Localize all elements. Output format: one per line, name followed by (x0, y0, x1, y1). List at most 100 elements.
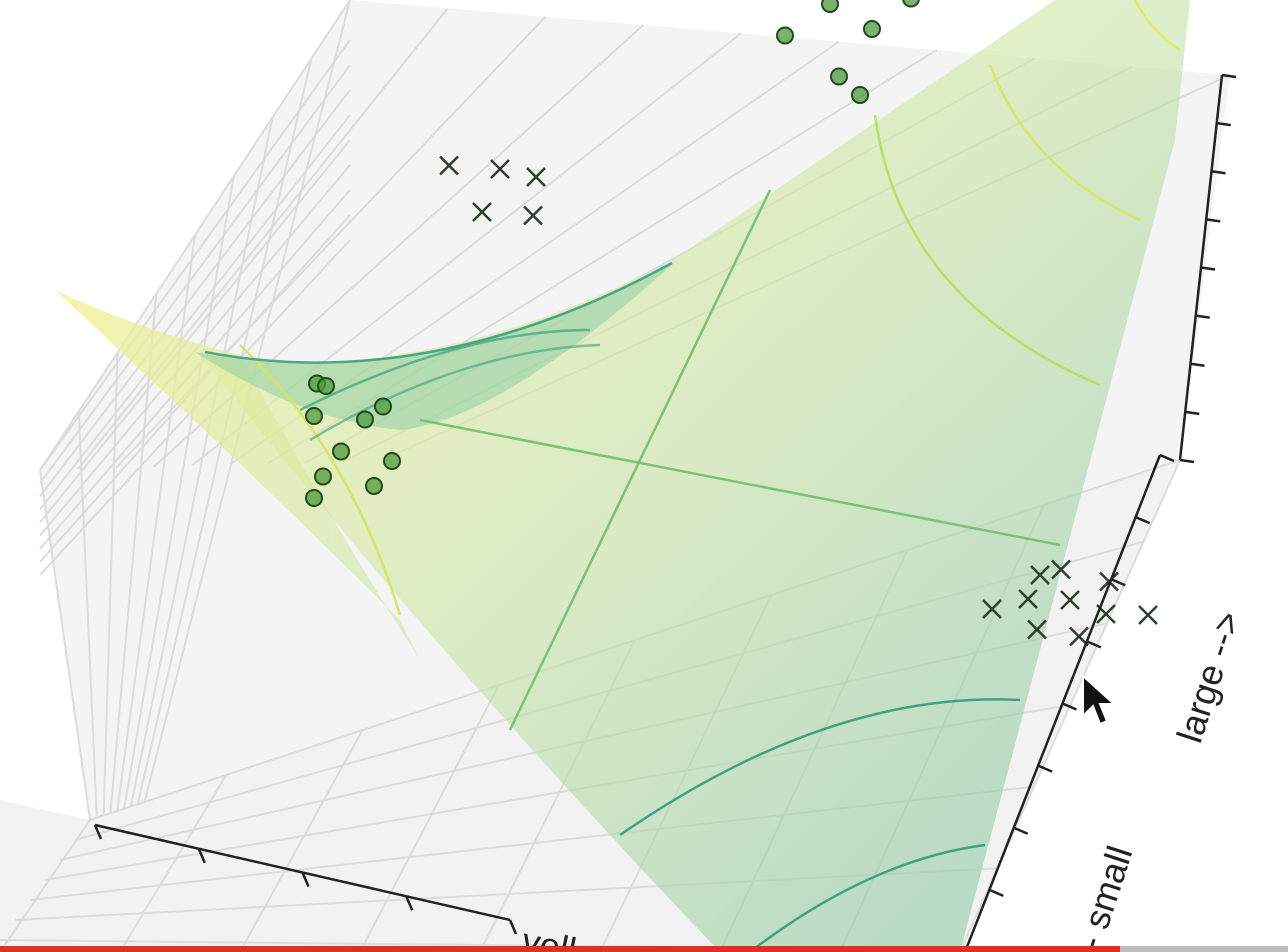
x-point (1030, 565, 1050, 585)
tick-mark (1211, 170, 1226, 175)
mouse-cursor-icon (1082, 673, 1117, 726)
tick-mark (508, 919, 518, 935)
circle-point (383, 452, 401, 470)
grid-line (119, 774, 228, 952)
circle-point (305, 489, 323, 507)
surface-contours (204, 0, 1181, 952)
contour-line (239, 344, 402, 616)
video-progress-track[interactable] (0, 946, 1288, 952)
tick-mark (1221, 73, 1237, 79)
tick-mark (1062, 702, 1077, 711)
z-axis-label-small: - small (1069, 841, 1141, 952)
grid-line (39, 0, 351, 471)
x-point (472, 202, 492, 222)
x-point-stroke (472, 202, 492, 222)
x-point-stroke (1060, 590, 1080, 610)
contour-line (419, 418, 1061, 547)
x-point-stroke (1030, 565, 1050, 585)
x-point-stroke (523, 205, 543, 226)
contour-line (873, 114, 1101, 387)
video-progress-fill (0, 946, 1120, 952)
grid-line (0, 819, 91, 952)
contour-line (508, 189, 772, 731)
x-point (1051, 559, 1071, 580)
circle-point (863, 20, 881, 38)
tick-mark (1195, 314, 1210, 319)
grid-line (77, 411, 98, 818)
tick-mark (988, 888, 1004, 898)
tick-mark (1135, 515, 1151, 525)
x-point (1138, 605, 1158, 625)
grid-line (77, 7, 449, 470)
tick-mark (1013, 826, 1029, 835)
contour-line (309, 343, 601, 442)
circle-point (821, 0, 839, 13)
circle-point (356, 410, 374, 429)
x-point (523, 205, 543, 226)
grid-line (39, 469, 91, 821)
x-point (1060, 590, 1080, 610)
circle-point (902, 0, 920, 8)
tick-mark (1190, 362, 1205, 367)
x-point-stroke (439, 155, 459, 176)
circle-point (305, 407, 323, 425)
x-point-stroke (1138, 605, 1158, 625)
x-point-stroke (1018, 589, 1038, 609)
circle-point (332, 442, 350, 461)
tick-mark (1179, 458, 1195, 464)
grid-line (359, 684, 500, 952)
x-point-stroke (1027, 619, 1047, 640)
circle-point (317, 377, 335, 395)
x-point-stroke (490, 159, 510, 179)
contour-line (1133, 0, 1181, 52)
x-point (1018, 589, 1038, 609)
surface-left-wing (55, 290, 420, 660)
x-point-stroke (1069, 626, 1089, 647)
z-axis-label-large: large --> (1169, 606, 1250, 747)
tick-mark (301, 872, 310, 887)
grid-line (39, 39, 351, 471)
x-point-stroke (1051, 559, 1071, 580)
grid-line (39, 139, 351, 524)
x-point-stroke (982, 599, 1002, 619)
circle-point (374, 397, 392, 416)
x-point (982, 599, 1002, 619)
circle-point (830, 67, 848, 86)
grid-line (39, 64, 351, 484)
tick-marks (93, 73, 1237, 952)
tick-mark (197, 848, 206, 864)
tick-mark (1110, 578, 1126, 587)
tick-mark (1200, 266, 1216, 271)
contour-line (749, 843, 986, 952)
x-point-stroke (1096, 604, 1116, 624)
x-point-stroke (526, 167, 546, 187)
grid-line (39, 89, 351, 497)
grid-line (123, 176, 235, 809)
contour-line (299, 328, 591, 412)
tick-mark (93, 824, 103, 840)
circle-point (776, 26, 794, 45)
tick-mark (1206, 218, 1221, 223)
grid-line (129, 117, 274, 807)
x-point (526, 167, 546, 187)
contour-line (204, 261, 673, 364)
contour-line (619, 698, 1021, 837)
circle-point (314, 467, 332, 486)
tick-mark (1159, 453, 1175, 463)
tick-mark (1086, 640, 1102, 649)
grid-line (116, 234, 196, 812)
x-point (1069, 626, 1089, 647)
grid-line (39, 114, 351, 510)
tick-mark (1037, 764, 1053, 773)
surface-main (200, 0, 1190, 952)
points-layer (305, 0, 1158, 647)
x-point-stroke (1099, 571, 1119, 592)
contour-line (988, 64, 1141, 222)
circle-point (851, 86, 869, 104)
x-point (490, 159, 510, 179)
tick-mark (405, 895, 414, 911)
x-point (1027, 619, 1047, 640)
tick-mark (1216, 121, 1231, 127)
